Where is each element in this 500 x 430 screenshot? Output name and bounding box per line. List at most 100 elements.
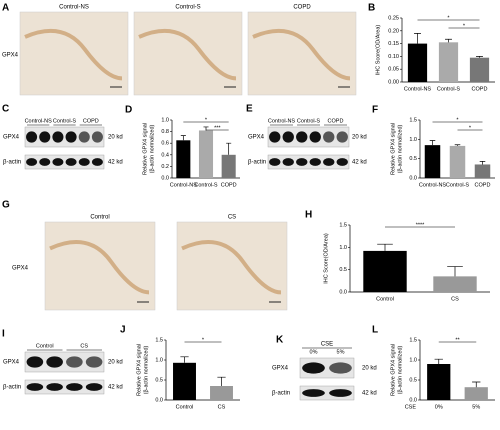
bar — [464, 387, 488, 400]
band-label: β-actin — [3, 160, 21, 166]
size-label: 20 kd — [108, 135, 123, 141]
band-label: GPX4 — [272, 366, 289, 372]
y-tick-label: 0.25 — [388, 15, 399, 21]
band — [336, 131, 348, 143]
error-bar — [180, 356, 189, 363]
error-bar — [217, 376, 226, 386]
x-tick-label: COPD — [475, 182, 491, 188]
y-tick-label: 1.5 — [155, 337, 163, 343]
panel-label: H — [305, 210, 312, 221]
significance-label: **** — [416, 222, 425, 228]
micrograph — [133, 11, 243, 96]
band — [269, 131, 281, 143]
tissue — [181, 240, 282, 295]
band — [26, 356, 44, 368]
y-tick-label: 1.0 — [409, 137, 417, 143]
band — [39, 158, 51, 166]
panel-label: L — [372, 325, 378, 336]
x-axis-label: CSE — [405, 404, 417, 410]
significance-label: * — [202, 337, 205, 343]
y-axis-label: Relative GPX4 signal — [142, 123, 148, 175]
y-tick-label: 0.10 — [388, 54, 399, 60]
y-tick-label: 0.4 — [161, 152, 169, 158]
panel-label: I — [2, 329, 5, 340]
x-tick-label: COPD — [221, 182, 237, 188]
error-bar — [472, 381, 481, 388]
micrograph — [247, 11, 357, 96]
band — [85, 356, 103, 368]
lane-label: COPD — [328, 118, 344, 124]
size-label: 20 kd — [108, 360, 123, 366]
error-bar — [445, 38, 452, 43]
significance-label: *** — [214, 125, 221, 131]
error-bar — [226, 142, 232, 155]
size-label: 42 kd — [352, 160, 367, 166]
band — [323, 158, 335, 166]
row-label: GPX4 — [2, 53, 19, 59]
band-label: β-actin — [248, 160, 266, 166]
y-axis-label: (β-actin normalized) — [143, 345, 149, 394]
y-tick-label: 0.6 — [161, 141, 169, 147]
bar — [176, 140, 191, 178]
band — [26, 131, 38, 143]
bar — [427, 364, 451, 400]
band-label: GPX4 — [3, 135, 20, 141]
x-tick-label: Control — [176, 404, 194, 410]
micrograph — [44, 221, 156, 311]
y-axis-label: Relative GPX4 signal — [390, 123, 396, 175]
band — [323, 131, 335, 143]
y-tick-label: 1.5 — [409, 117, 417, 123]
lane-label: 0% — [310, 349, 318, 355]
band — [39, 131, 51, 143]
panel-label: J — [120, 325, 126, 336]
bar — [424, 145, 441, 178]
x-tick-label: Control-NS — [419, 182, 447, 188]
band — [65, 131, 77, 143]
size-label: 42 kd — [108, 160, 123, 166]
column-label: Control-NS — [59, 5, 89, 11]
error-bar — [447, 266, 463, 277]
panel-label: C — [2, 104, 9, 115]
bar — [449, 145, 466, 178]
panel-label: K — [276, 335, 284, 346]
error-bar — [414, 33, 421, 44]
error-bar — [454, 144, 461, 146]
y-tick-label: 1.5 — [339, 222, 347, 228]
error-bar — [479, 161, 486, 165]
band-label: β-actin — [3, 385, 21, 391]
column-label: COPD — [293, 5, 311, 11]
x-tick-label: Control — [376, 296, 394, 302]
lane-label: Control-NS — [268, 118, 296, 124]
bar — [438, 42, 459, 82]
y-tick-label: 0.05 — [388, 67, 399, 73]
panel-label: A — [2, 3, 9, 14]
panel-label: B — [368, 3, 375, 14]
lane-label: CS — [80, 343, 88, 349]
size-label: 42 kd — [108, 385, 123, 391]
x-tick-label: CS — [218, 404, 226, 410]
x-tick-label: Control-NS — [170, 182, 198, 188]
lane-label: Control-S — [297, 118, 321, 124]
error-bar — [429, 140, 436, 146]
y-axis-label: Relative GPX4 signal — [136, 344, 142, 396]
y-tick-label: 0.5 — [409, 156, 417, 162]
significance-label: * — [456, 117, 459, 123]
group-label: CSE — [321, 342, 333, 348]
band — [26, 383, 44, 391]
band-label: GPX4 — [248, 135, 265, 141]
band — [85, 383, 103, 391]
blot — [24, 379, 105, 395]
y-tick-label: 1.0 — [409, 357, 417, 363]
tissue — [24, 28, 123, 81]
significance-label: ** — [455, 337, 460, 343]
y-tick-label: 0.5 — [155, 377, 163, 383]
band — [296, 158, 308, 166]
lane-label: COPD — [83, 118, 99, 124]
bar — [469, 57, 490, 82]
band — [46, 356, 63, 368]
y-axis-label: (β-actin normalized) — [397, 345, 403, 394]
band — [329, 362, 352, 374]
band — [91, 131, 103, 143]
micrograph — [176, 221, 288, 311]
band — [282, 158, 294, 166]
